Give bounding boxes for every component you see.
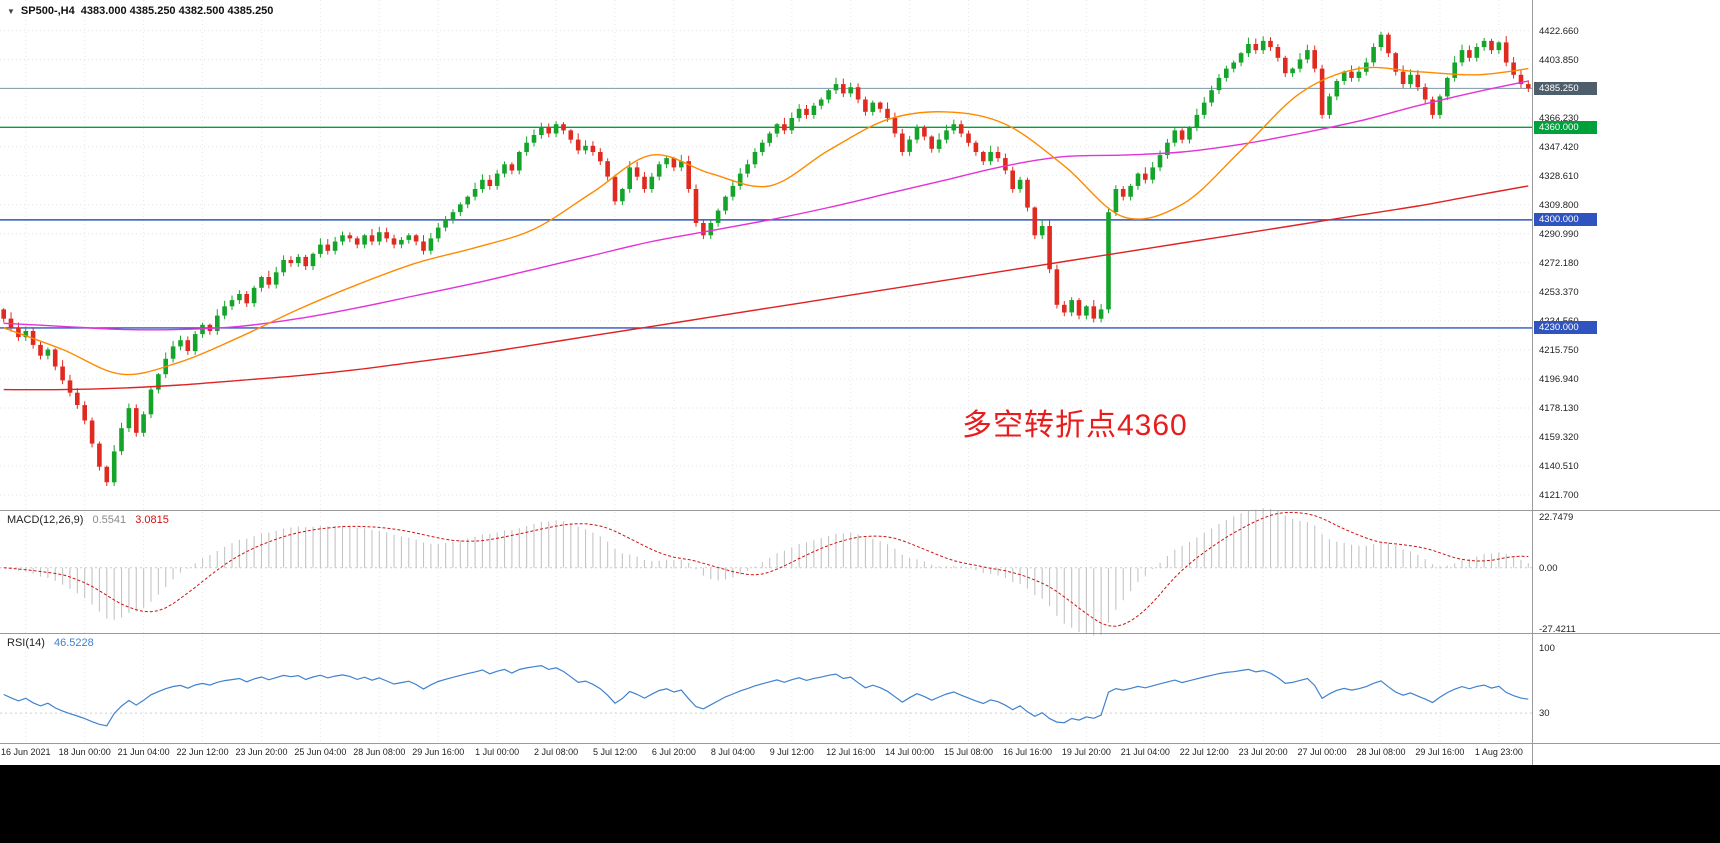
macd-axis-label: 22.7479 (1539, 512, 1574, 523)
ohlc-quote: 4383.000 4385.250 4382.500 4385.250 (80, 5, 274, 17)
dropdown-arrow-icon[interactable]: ▼ (7, 6, 15, 16)
price-axis-label: 4366.230 (1539, 112, 1579, 124)
rsi-value: 46.5228 (53, 637, 94, 649)
time-axis-label: 5 Jul 12:00 (592, 747, 638, 757)
rsi-axis-label: 100 (1539, 643, 1555, 654)
rsi-name: RSI(14) (7, 637, 45, 649)
time-axis-label: 8 Jul 04:00 (710, 747, 755, 757)
macd-signal-value: 3.0815 (135, 514, 169, 526)
time-axis-label: 28 Jul 08:00 (1356, 747, 1406, 757)
price-axis[interactable]: 4422.660 4403.850 4366.230 4347.420 4328.610… (1533, 0, 1720, 765)
ma-medium-line (3, 80, 1529, 331)
ma-fast-line (3, 66, 1529, 376)
symbol-timeframe-label: SP500-,H4 (20, 5, 75, 17)
price-level-tag[interactable]: 4230.000 (1534, 321, 1597, 335)
bottom-bar (0, 765, 1720, 843)
time-axis-label: 23 Jul 20:00 (1238, 747, 1288, 757)
price-axis-label: 4309.800 (1539, 199, 1579, 211)
macd-name: MACD(12,26,9) (7, 514, 84, 526)
price-axis-label: 4121.700 (1539, 490, 1579, 502)
price-axis-label: 4196.940 (1539, 373, 1579, 385)
current-price-tag[interactable]: 4385.250 (1534, 81, 1597, 95)
time-axis-label: 28 Jun 08:00 (353, 747, 406, 757)
grid (0, 0, 1532, 743)
chart-canvas[interactable] (0, 0, 1720, 765)
price-axis-label: 4253.370 (1539, 286, 1579, 298)
rsi-axis-label: 30 (1539, 708, 1550, 720)
price-axis-label: 4234.560 (1539, 316, 1579, 327)
price-axis-label: 4328.610 (1539, 170, 1579, 182)
price-axis-label: 4215.750 (1539, 344, 1579, 356)
time-axis-label: 27 Jul 00:00 (1297, 747, 1347, 757)
time-axis-label: 16 Jun 2021 (0, 747, 51, 757)
time-axis-label: 21 Jul 04:00 (1120, 747, 1170, 757)
time-axis-label: 23 Jun 20:00 (235, 747, 288, 757)
time-axis-label: 29 Jul 16:00 (1415, 747, 1465, 757)
time-axis-label: 22 Jun 12:00 (176, 747, 229, 757)
time-axis-label: 14 Jul 00:00 (885, 747, 935, 757)
time-axis-label: 29 Jun 16:00 (412, 747, 465, 757)
time-axis[interactable]: 16 Jun 2021 18 Jun 00:00 21 Jun 04:00 22 Ju… (0, 744, 1532, 765)
macd-axis-label: 0.00 (1539, 562, 1558, 574)
time-axis-label: 19 Jul 20:00 (1061, 747, 1111, 757)
chart-title: ▼ SP500-,H4 4383.000 4385.250 4382.500 4… (7, 5, 273, 17)
time-axis-label: 12 Jul 16:00 (826, 747, 876, 757)
price-axis-label: 4347.420 (1539, 141, 1579, 153)
time-axis-label: 25 Jun 04:00 (294, 747, 347, 757)
panel-borders (0, 0, 1720, 765)
time-axis-label: 1 Aug 23:00 (1474, 747, 1523, 757)
time-axis-label: 2 Jul 08:00 (534, 747, 579, 757)
price-level-lines (0, 87, 1532, 329)
time-axis-label: 22 Jul 12:00 (1179, 747, 1229, 757)
macd-indicator-label: MACD(12,26,9) 0.5541 3.0815 (7, 514, 169, 526)
price-axis-label: 4159.320 (1539, 431, 1579, 443)
time-axis-label: 6 Jul 20:00 (651, 747, 696, 757)
price-axis-label: 4140.510 (1539, 461, 1579, 472)
time-axis-label: 9 Jul 12:00 (769, 747, 814, 757)
time-axis-label: 1 Jul 00:00 (475, 747, 520, 757)
macd-axis-label: -27.4211 (1539, 624, 1576, 635)
price-axis-label: 4422.660 (1539, 25, 1579, 37)
time-axis-label: 15 Jul 08:00 (944, 747, 994, 757)
ma-slow-line (3, 185, 1529, 391)
rsi-indicator-label: RSI(14) 46.5228 (7, 637, 94, 649)
price-axis-label: 4403.850 (1539, 54, 1579, 66)
time-axis-label: 16 Jul 16:00 (1002, 747, 1052, 757)
time-axis-label: 18 Jun 00:00 (58, 747, 111, 757)
time-axis-label: 21 Jun 04:00 (117, 747, 170, 757)
macd-hist-value: 0.5541 (92, 514, 127, 526)
pivot-annotation-text[interactable]: 多空转折点4360 (962, 409, 1188, 442)
rsi-panel (0, 664, 1532, 727)
price-level-tag[interactable]: 4300.000 (1534, 213, 1597, 227)
price-axis-label: 4290.990 (1539, 228, 1579, 240)
price-level-tag[interactable]: 4360.000 (1534, 120, 1597, 134)
macd-panel (0, 508, 1532, 636)
price-axis-label: 4272.180 (1539, 257, 1579, 269)
price-axis-label: 4178.130 (1539, 402, 1579, 414)
candlestick-series (1, 31, 1531, 487)
